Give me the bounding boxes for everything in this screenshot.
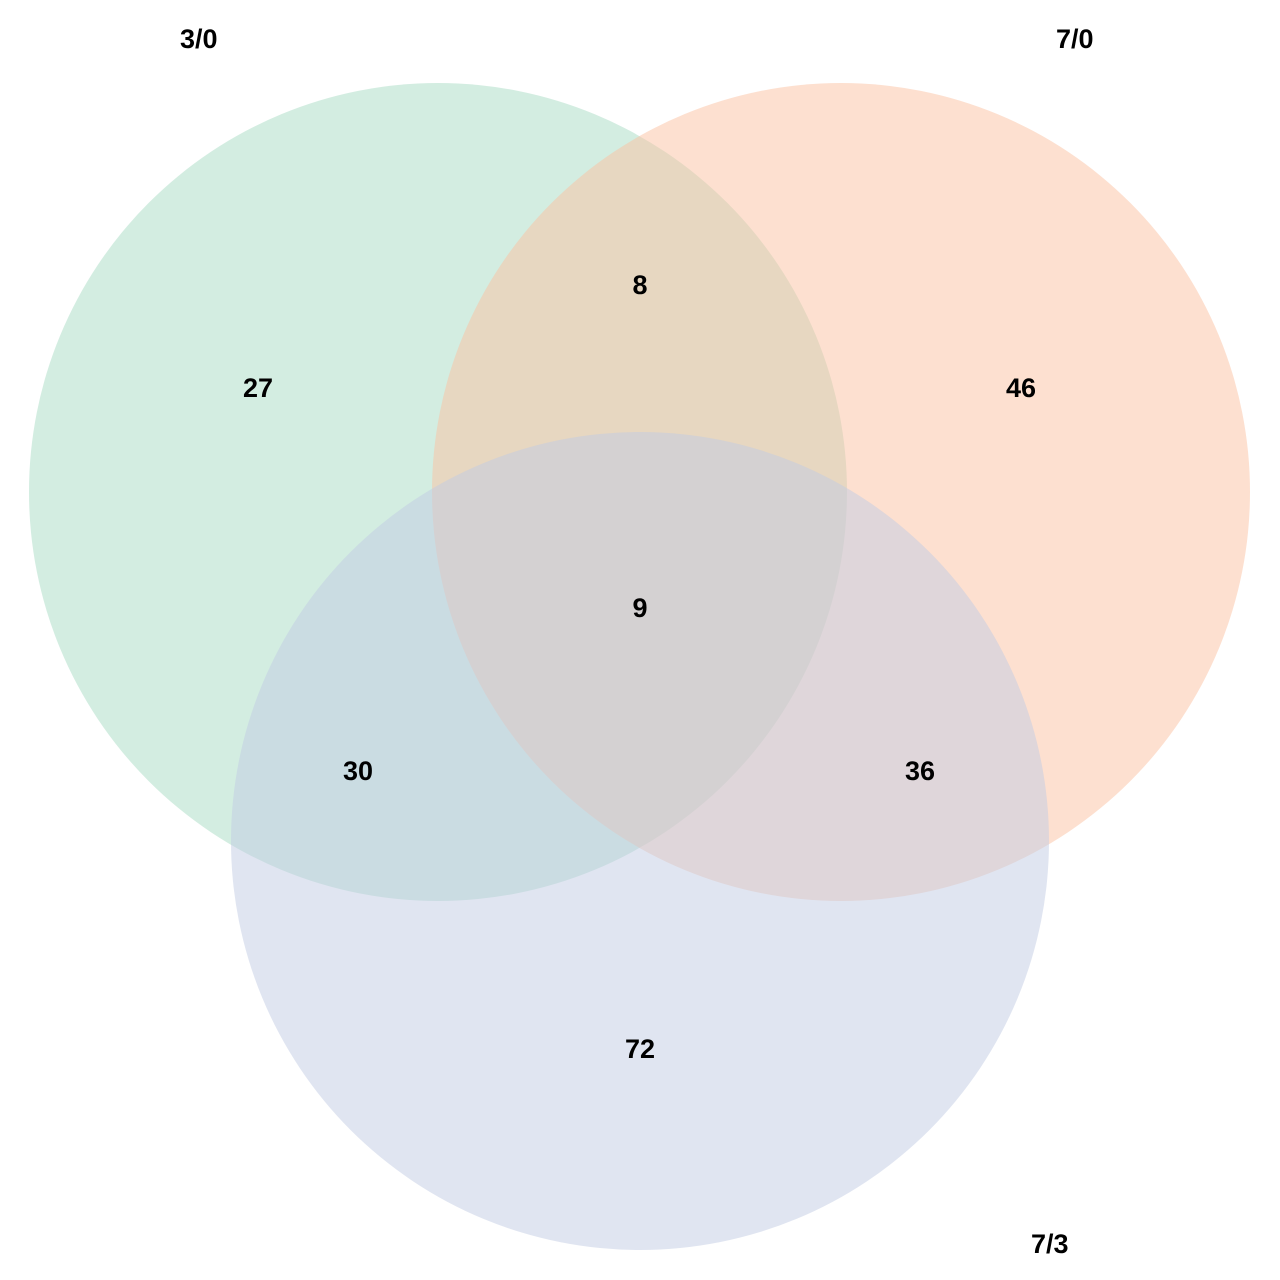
region-count-all-three: 9 (632, 593, 647, 623)
region-count-only-7-0: 46 (1006, 373, 1036, 403)
region-count-3-0-and-7-0: 8 (632, 270, 647, 300)
set-label-3-0: 3/0 (180, 24, 218, 54)
region-count-3-0-and-7-3: 30 (343, 756, 373, 786)
set-label-7-3: 7/3 (1031, 1229, 1069, 1259)
set-label-7-0: 7/0 (1056, 24, 1094, 54)
region-counts: 27 46 72 8 30 36 9 (243, 270, 1036, 1064)
region-count-7-0-and-7-3: 36 (905, 756, 935, 786)
set-circle-7-3 (231, 432, 1049, 1250)
set-circles (29, 83, 1250, 1250)
region-count-only-7-3: 72 (625, 1034, 655, 1064)
region-count-only-3-0: 27 (243, 373, 273, 403)
set-labels: 3/0 7/0 7/3 (180, 24, 1094, 1259)
